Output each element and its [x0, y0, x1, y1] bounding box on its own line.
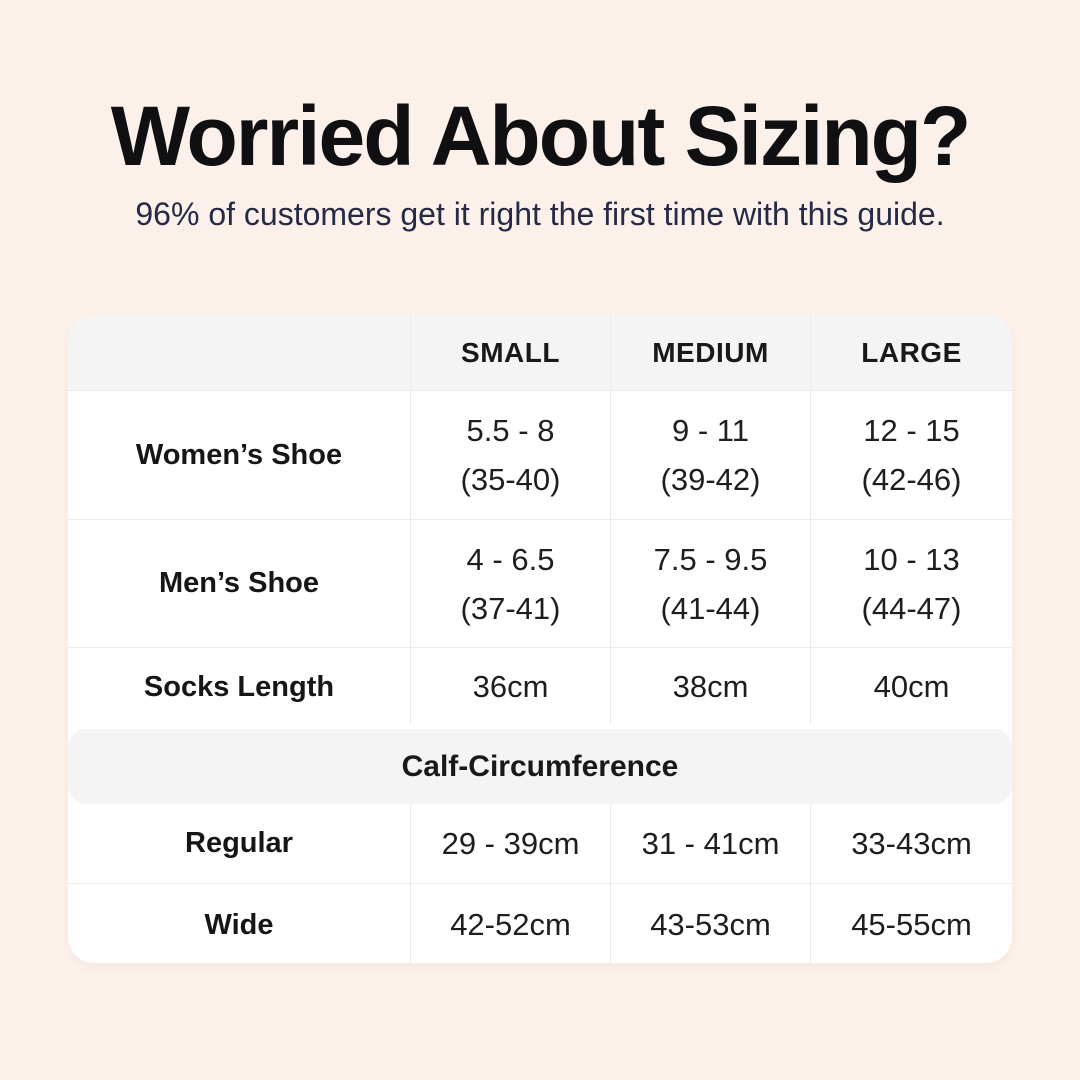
value-line-2: (37-41) [460, 590, 561, 626]
value-line-2: (44-47) [861, 590, 962, 626]
header-small: SMALL [410, 315, 610, 390]
header-medium: MEDIUM [610, 315, 810, 390]
row-label: Men’s Shoe [158, 567, 320, 599]
calf-circumference-section-header: Calf-Circumference [68, 729, 1012, 804]
row-label: Socks Length [143, 670, 335, 703]
row-label: Wide [204, 908, 274, 941]
cell-small: 42-52cm [410, 884, 610, 963]
value-line-1: 10 - 13 [863, 541, 960, 577]
value-line-1: 12 - 15 [863, 413, 960, 448]
table-header-row: SMALL MEDIUM LARGE [68, 315, 1012, 390]
cell-small: 4 - 6.5 (37-41) [410, 520, 610, 647]
cell-medium: 43-53cm [610, 884, 810, 963]
value-line-2: (42-46) [861, 462, 962, 497]
value-line-2: (41-44) [660, 590, 761, 626]
header-large: LARGE [810, 315, 1012, 390]
row-label: Regular [185, 827, 293, 859]
cell-medium: 31 - 41cm [610, 804, 810, 883]
value-line-2: (39-42) [660, 462, 761, 497]
value-line-1: 7.5 - 9.5 [653, 541, 768, 577]
cell-medium: 38cm [610, 648, 810, 726]
page-title: Worried About Sizing? [110, 89, 972, 183]
value-line-2: (35-40) [460, 462, 561, 497]
section-title: Calf-Circumference [401, 749, 679, 783]
value-line-1: 5.5 - 8 [466, 413, 555, 448]
cell-small: 29 - 39cm [410, 804, 610, 883]
table-row-socks-length: Socks Length 36cm 38cm 40cm [68, 647, 1012, 726]
cell-large: 12 - 15 (42-46) [810, 391, 1012, 519]
cell-large: 40cm [810, 648, 1012, 726]
cell-small: 5.5 - 8 (35-40) [410, 391, 610, 519]
cell-large: 33-43cm [810, 804, 1012, 883]
value-line-1: 4 - 6.5 [466, 541, 555, 577]
cell-large: 45-55cm [810, 884, 1012, 963]
value-line-1: 9 - 11 [672, 413, 749, 448]
header-blank-cell [68, 315, 410, 390]
table-row-womens-shoe: Women’s Shoe 5.5 - 8 (35-40) 9 - 11 (39-… [68, 390, 1012, 519]
table-row-mens-shoe: Men’s Shoe 4 - 6.5 (37-41) 7.5 - 9.5 (41… [68, 519, 1012, 647]
size-guide-table: SMALL MEDIUM LARGE Women’s Shoe 5.5 - 8 … [68, 315, 1012, 963]
cell-large: 10 - 13 (44-47) [810, 520, 1012, 647]
row-label: Women’s Shoe [135, 438, 343, 471]
cell-small: 36cm [410, 648, 610, 726]
page-subtitle: 96% of customers get it right the first … [135, 196, 945, 233]
cell-medium: 9 - 11 (39-42) [610, 391, 810, 519]
table-row-regular: Regular 29 - 39cm 31 - 41cm 33-43cm [68, 804, 1012, 883]
cell-medium: 7.5 - 9.5 (41-44) [610, 520, 810, 647]
table-row-wide: Wide 42-52cm 43-53cm 45-55cm [68, 883, 1012, 963]
